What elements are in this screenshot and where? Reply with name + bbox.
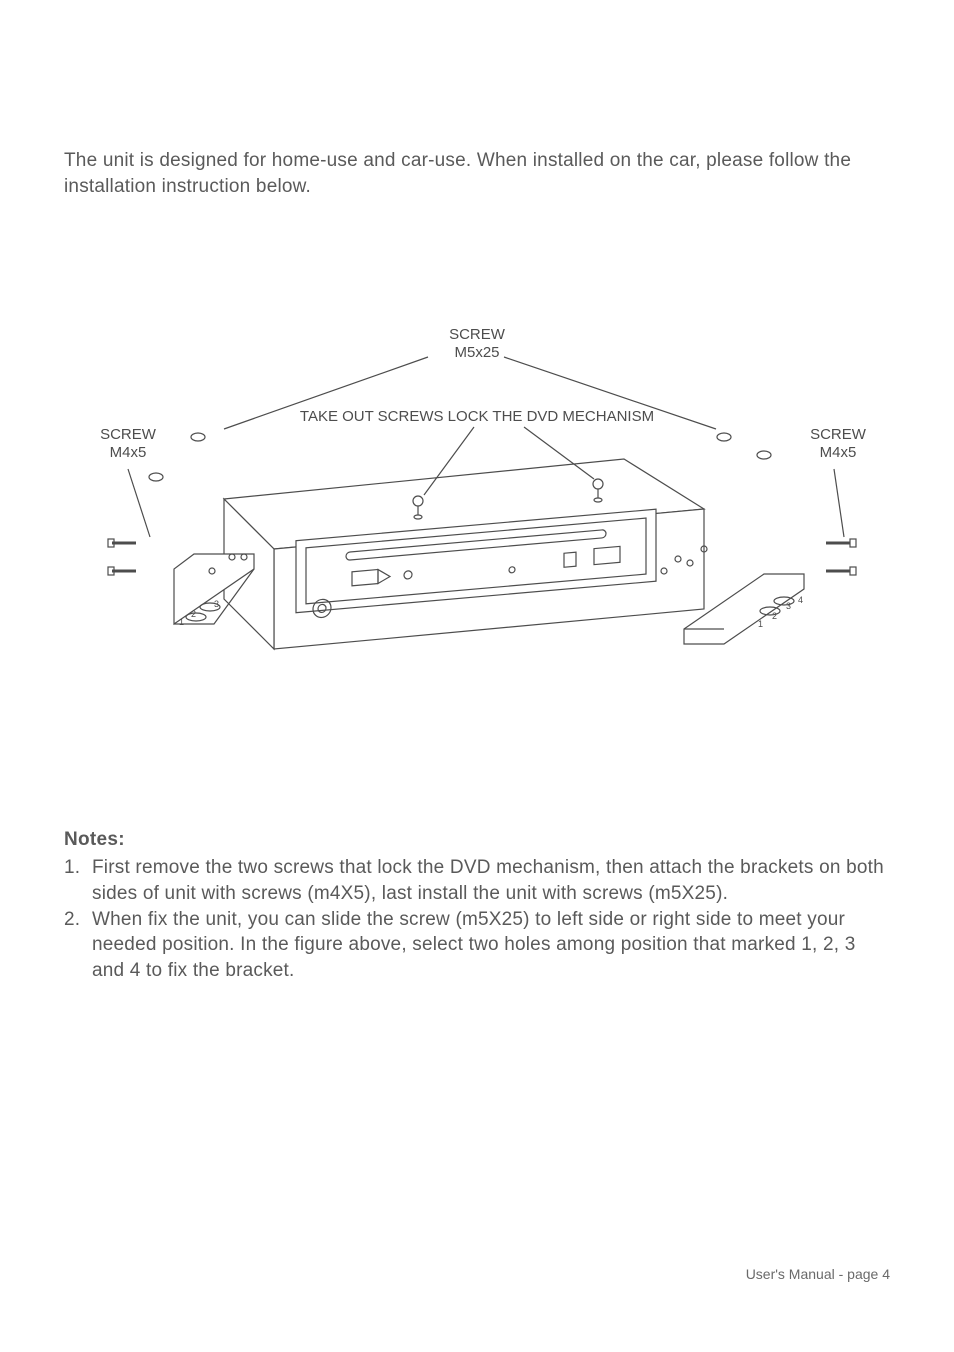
notes-section: Notes: 1. First remove the two screws th…: [64, 829, 890, 983]
notes-list: 1. First remove the two screws that lock…: [64, 855, 890, 983]
svg-text:4: 4: [798, 595, 803, 605]
label-right-screw-2: M4x5: [820, 444, 857, 461]
notes-item: 1. First remove the two screws that lock…: [64, 855, 890, 906]
installation-diagram: 1 2 3 1 2 3 4: [64, 309, 890, 689]
notes-heading: Notes:: [64, 829, 890, 851]
manual-page: The unit is designed for home-use and ca…: [0, 0, 954, 1352]
note-number: 1.: [64, 855, 92, 906]
svg-text:1: 1: [758, 619, 763, 629]
svg-text:1: 1: [179, 617, 184, 627]
intro-paragraph: The unit is designed for home-use and ca…: [64, 148, 890, 199]
notes-item: 2. When fix the unit, you can slide the …: [64, 907, 890, 984]
page-footer: User's Manual - page 4: [746, 1266, 890, 1282]
label-top-screw-2: M5x25: [454, 344, 499, 361]
svg-text:3: 3: [786, 601, 791, 611]
label-left-screw-2: M4x5: [110, 444, 147, 461]
label-left-screw-1: SCREW: [100, 426, 157, 443]
note-text: First remove the two screws that lock th…: [92, 855, 890, 906]
svg-text:2: 2: [191, 609, 196, 619]
svg-text:2: 2: [772, 611, 777, 621]
diagram-svg: 1 2 3 1 2 3 4: [64, 309, 890, 689]
note-number: 2.: [64, 907, 92, 984]
note-text: When fix the unit, you can slide the scr…: [92, 907, 890, 984]
label-top-screw-1: SCREW: [449, 326, 506, 343]
svg-text:3: 3: [214, 599, 219, 609]
label-right-screw-1: SCREW: [810, 426, 867, 443]
label-center: TAKE OUT SCREWS LOCK THE DVD MECHANISM: [300, 408, 654, 425]
